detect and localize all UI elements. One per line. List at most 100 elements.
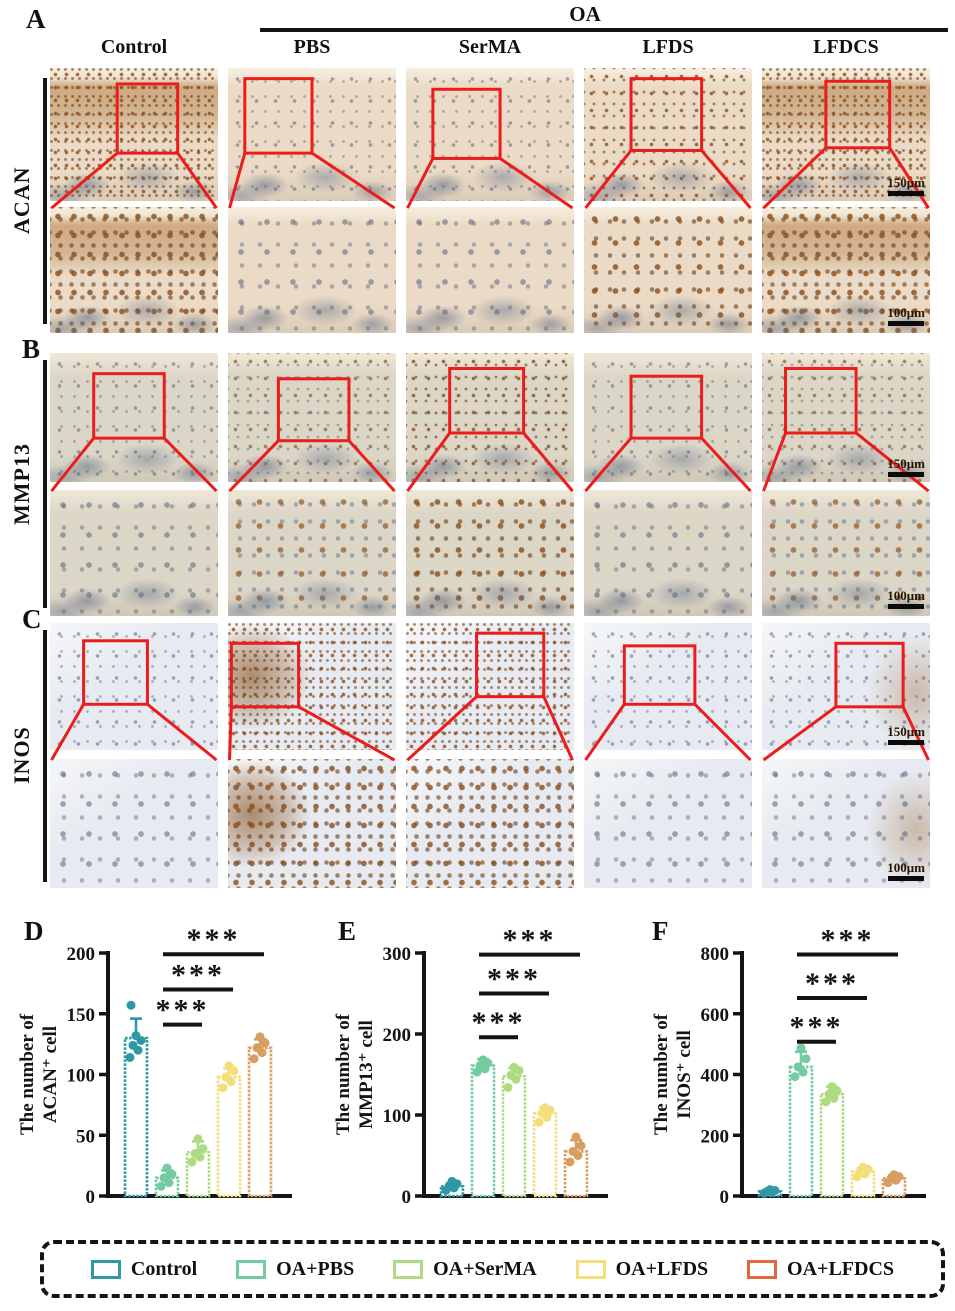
svg-text:***: *** [487, 963, 541, 996]
micrograph-c-col1-magnified [228, 759, 396, 888]
micrograph-column-A-1 [228, 68, 396, 333]
micrograph-column-C-4: 150μm 100μm [762, 623, 930, 888]
micrograph-a-col0-overview [50, 68, 218, 201]
legend-swatch [747, 1259, 778, 1279]
micrograph-a-col2-magnified [406, 207, 574, 333]
micrograph-a-col1-magnified [228, 207, 396, 333]
bar-chart-f: 0 200 400 600 800 The number of INOS⁺ cell *** *… [651, 924, 926, 1208]
panel-label-e: E [338, 916, 357, 946]
micrograph-column-A-0 [50, 68, 218, 333]
scale-bar-label: 150μm [887, 456, 925, 471]
panel-label-c: C [22, 604, 42, 634]
svg-text:100: 100 [67, 1066, 96, 1087]
micrograph-c-col3-overview [584, 623, 752, 750]
svg-text:The number of: The number of [17, 1013, 38, 1135]
micrograph-c-col0-overview [50, 623, 218, 750]
micrograph-a-col0-magnified [50, 207, 218, 333]
chart-inos-count: 0 200 400 600 800 The number of INOS⁺ cell *** *… [646, 913, 954, 1215]
micrograph-column-A-2 [406, 68, 574, 333]
micrograph-column-B-1 [228, 353, 396, 616]
micrograph-b-col0-magnified [50, 490, 218, 616]
chart-acan-count: 0 50 100 150 200 The number of ACAN⁺ cell *** **… [12, 913, 320, 1215]
micrograph-a-col4-magnified: 100μm [762, 207, 930, 333]
column-header-lfdcs: LFDCS [813, 36, 879, 58]
svg-text:INOS⁺ cell: INOS⁺ cell [674, 1030, 695, 1119]
scale-bar-line [888, 321, 925, 326]
oa-group-line [260, 28, 948, 32]
scale-bar: 100μm [887, 306, 925, 326]
panel-label-f: F [652, 916, 669, 946]
micrograph-b-col1-magnified [228, 490, 396, 616]
row-bracket-mmp13 [43, 360, 47, 608]
micrograph-c-col4-overview: 150μm [762, 623, 930, 750]
scale-bar-line [888, 472, 925, 477]
scale-bar-label: 150μm [887, 724, 925, 739]
micrograph-column-C-3 [584, 623, 752, 888]
svg-text:***: *** [171, 958, 225, 991]
scale-bar-line [888, 191, 925, 196]
column-header-lfds: LFDS [642, 36, 694, 58]
svg-text:600: 600 [701, 1005, 730, 1026]
legend-item-label: OA+LFDS [615, 1257, 709, 1280]
row-label-acan: ACAN [9, 166, 34, 235]
svg-text:150: 150 [67, 1005, 96, 1026]
scale-bar-label: 100μm [887, 588, 925, 603]
micrograph-b-col4-overview: 150μm [762, 353, 930, 482]
micrograph-b-col4-magnified: 100μm [762, 490, 930, 616]
micrograph-column-B-4: 150μm 100μm [762, 353, 930, 616]
figure-legend: Control OA+PBS OA+SerMA OA+LFDS OA+LFDCS [40, 1240, 945, 1298]
legend-swatch [236, 1259, 267, 1279]
svg-text:200: 200 [67, 944, 96, 965]
panel-mmp13-micrographs: 150μm 100μm [50, 353, 930, 616]
scale-bar-line [888, 604, 925, 609]
micrograph-b-col2-magnified [406, 490, 574, 616]
scale-bar: 100μm [887, 861, 925, 881]
svg-text:ACAN⁺ cell: ACAN⁺ cell [40, 1026, 61, 1123]
legend-swatch [90, 1259, 121, 1279]
legend-item-oa-lfds: OA+LFDS [575, 1257, 709, 1281]
bar-chart-d: 0 50 100 150 200 The number of ACAN⁺ cell *****… [17, 923, 292, 1208]
svg-text:0: 0 [402, 1187, 412, 1208]
panel-inos-micrographs: 150μm 100μm [50, 623, 930, 888]
micrograph-b-col3-overview [584, 353, 752, 482]
svg-text:0: 0 [720, 1187, 730, 1208]
svg-text:***: *** [472, 1006, 526, 1039]
scale-bar-line [888, 740, 925, 745]
panel-label-a: A [26, 4, 46, 34]
scale-bar-line [888, 876, 925, 881]
svg-text:300: 300 [383, 944, 412, 965]
scale-bar-label: 150μm [887, 175, 925, 190]
legend-swatch [393, 1259, 424, 1279]
micrograph-column-A-3 [584, 68, 752, 333]
micrograph-column-A-4: 150μm 100μm [762, 68, 930, 333]
svg-text:100: 100 [383, 1106, 412, 1127]
bar-chart-e: 0 100 200 300 The number of MMP13⁺ cell *** ***… [333, 924, 608, 1208]
row-bracket-inos [43, 630, 47, 882]
micrograph-c-col2-magnified [406, 759, 574, 888]
row-label-mmp13: MMP13 [9, 443, 34, 526]
svg-text:50: 50 [76, 1126, 95, 1147]
legend-item-label: OA+PBS [276, 1257, 355, 1280]
micrograph-c-col4-magnified: 100μm [762, 759, 930, 888]
micrograph-a-col4-overview: 150μm [762, 68, 930, 201]
micrograph-c-col3-magnified [584, 759, 752, 888]
micrograph-a-col1-overview [228, 68, 396, 201]
legend-item-oa-serma: OA+SerMA [393, 1258, 537, 1281]
svg-text:200: 200 [701, 1126, 730, 1147]
panel-acan-micrographs: 150μm 100μm [50, 68, 930, 333]
micrograph-column-B-0 [50, 353, 218, 616]
svg-text:***: *** [821, 924, 875, 957]
column-header-serma: SerMA [458, 36, 522, 58]
scale-bar-label: 100μm [887, 860, 925, 875]
svg-text:800: 800 [701, 944, 730, 965]
panel-label-b: B [22, 334, 41, 364]
scale-bar: 150μm [887, 725, 925, 745]
micrograph-column-B-3 [584, 353, 752, 616]
micrograph-column-C-0 [50, 623, 218, 888]
svg-text:***: *** [187, 923, 241, 956]
micrograph-c-col0-magnified [50, 759, 218, 888]
svg-text:400: 400 [701, 1066, 730, 1087]
scale-bar-label: 100μm [887, 305, 925, 320]
svg-text:0: 0 [86, 1187, 96, 1208]
